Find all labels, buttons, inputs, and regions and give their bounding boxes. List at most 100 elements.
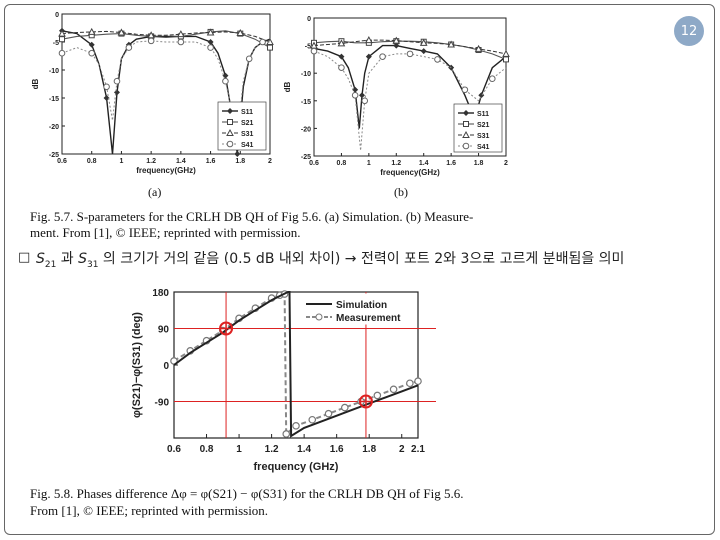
x-tick-label: 1.6 xyxy=(330,444,344,455)
data-point-s21 xyxy=(503,56,509,63)
legend-label: S21 xyxy=(241,120,254,127)
x-tick-label: 1.2 xyxy=(391,160,401,167)
y-tick-label: -5 xyxy=(53,40,59,47)
x-tick-label: 1.4 xyxy=(176,158,186,165)
legend-label: Simulation xyxy=(336,300,387,311)
fig57-caption-line2: ment. From [1], © IEEE; reprinted with p… xyxy=(30,225,301,240)
data-point-s11 xyxy=(103,95,110,101)
data-point-s31 xyxy=(419,38,428,46)
x-tick-label: 1 xyxy=(236,444,242,455)
y-tick-label: -20 xyxy=(49,124,59,131)
x-axis-label: frequency (GHz) xyxy=(254,461,339,473)
data-point-s31 xyxy=(447,40,455,48)
data-point-s41 xyxy=(177,38,185,46)
legend-label: S21 xyxy=(477,122,490,129)
data-point-measurement xyxy=(324,409,333,418)
legend-label: Measurement xyxy=(336,313,401,324)
legend-box xyxy=(217,101,267,151)
fig58-caption-line1: Fig. 5.8. Phases difference Δφ = φ(S21) … xyxy=(30,486,464,501)
data-point-s41 xyxy=(147,37,155,45)
x-tick-label: 0.8 xyxy=(87,158,97,165)
x-tick-label: 1 xyxy=(119,158,123,165)
data-point-s41 xyxy=(58,49,66,57)
fig57-label-b: (b) xyxy=(394,185,408,199)
bullet-marker: □ xyxy=(18,250,31,265)
x-tick-label: 2 xyxy=(504,160,508,167)
legend-marker xyxy=(463,121,469,127)
x-tick-label: 2 xyxy=(268,158,272,165)
data-point-s41 xyxy=(88,49,96,57)
legend-label: S11 xyxy=(477,111,489,118)
data-point-s31 xyxy=(177,30,185,38)
y-tick-label: -5 xyxy=(305,44,311,51)
s-subscript: 31 xyxy=(87,259,99,270)
legend-label: S41 xyxy=(241,142,254,149)
data-point-s11 xyxy=(88,41,95,48)
s-symbol: S xyxy=(36,251,45,267)
x-tick-label: 1.4 xyxy=(297,444,311,455)
data-point-s41 xyxy=(379,53,386,60)
s-subscript: 21 xyxy=(44,259,57,270)
x-tick-label: 1.6 xyxy=(446,160,456,167)
x-tick-label: 1.6 xyxy=(206,158,216,165)
y-tick-label: -25 xyxy=(301,154,311,161)
legend-marker xyxy=(462,142,470,150)
data-point-s11 xyxy=(365,53,372,60)
x-tick-label: 1.2 xyxy=(265,444,279,455)
data-point-s41 xyxy=(125,44,133,51)
bullet-text: S21 과 S31 의 크기가 거의 같음 (0.5 dB 내외 차이) → 전… xyxy=(36,248,624,270)
y-tick-label: 0 xyxy=(307,16,311,23)
data-point-s41 xyxy=(222,77,229,85)
data-point-s11 xyxy=(352,86,359,93)
bullet-rest: 의 크기가 거의 같음 (0.5 dB 내외 차이) → 전력이 포트 2와 3… xyxy=(98,251,625,267)
conjunction: 과 xyxy=(56,251,79,267)
y-tick-label: 180 xyxy=(152,288,169,299)
data-point-s41 xyxy=(361,97,369,105)
data-point-s31 xyxy=(474,44,483,52)
data-point-s31 xyxy=(87,27,96,35)
x-tick-label: 0.6 xyxy=(57,158,67,165)
data-point-s41 xyxy=(488,75,496,83)
y-axis-label: dB xyxy=(31,78,40,89)
legend-label: S31 xyxy=(241,131,254,138)
legend-label: S31 xyxy=(477,133,490,140)
data-point-s41 xyxy=(461,86,469,94)
x-axis-label: frequency(GHz) xyxy=(136,166,196,175)
data-point-s11 xyxy=(207,39,214,45)
data-point-s41 xyxy=(406,50,414,58)
data-point-measurement xyxy=(341,403,349,412)
fig57-label-a: (a) xyxy=(148,185,162,199)
data-point-s21 xyxy=(59,36,65,43)
y-tick-label: 0 xyxy=(163,361,169,372)
y-tick-label: 0 xyxy=(55,12,59,19)
page-number-badge: 12 xyxy=(674,16,704,46)
data-point-s21 xyxy=(267,44,273,51)
data-point-s41 xyxy=(434,56,441,63)
data-point-measurement xyxy=(373,391,382,400)
legend-marker xyxy=(462,130,470,138)
chart-phase-difference: 0.6 0.8 1 1.2 1.4 1.6 1.8 2 2.1 180 90 0 -90 frequenc… xyxy=(131,288,436,473)
y-tick-label: -90 xyxy=(155,398,170,409)
data-point-s11 xyxy=(359,92,365,99)
x-tick-label: 0.6 xyxy=(167,444,181,455)
data-point-measurement xyxy=(292,422,300,430)
s-symbol: S xyxy=(78,251,88,267)
legend-marker xyxy=(226,140,234,148)
x-tick-label: 1.8 xyxy=(362,444,376,455)
data-point-measurement xyxy=(308,415,317,424)
y-tick-label: -15 xyxy=(301,99,311,106)
data-point-s31 xyxy=(502,49,510,57)
y-axis-label: φ(S21)−φ(S31) (deg) xyxy=(131,312,143,418)
x-tick-label: 1 xyxy=(367,160,371,167)
y-tick-label: -20 xyxy=(301,126,311,133)
data-point-s11 xyxy=(420,48,427,55)
chart-s-parameters-simulation: 0.6 0.8 1 1.2 1.4 1.6 1.8 2 0 -5 -10 -15 -20 -25 frequ… xyxy=(31,12,274,175)
y-tick-label: -10 xyxy=(301,71,311,78)
slide-frame xyxy=(4,4,715,535)
data-point-s31 xyxy=(365,36,373,44)
data-point-s31 xyxy=(58,29,66,37)
data-point-measurement xyxy=(414,377,422,386)
data-point-measurement xyxy=(406,379,414,388)
data-point-s41 xyxy=(310,47,318,55)
legend-marker xyxy=(227,108,233,114)
